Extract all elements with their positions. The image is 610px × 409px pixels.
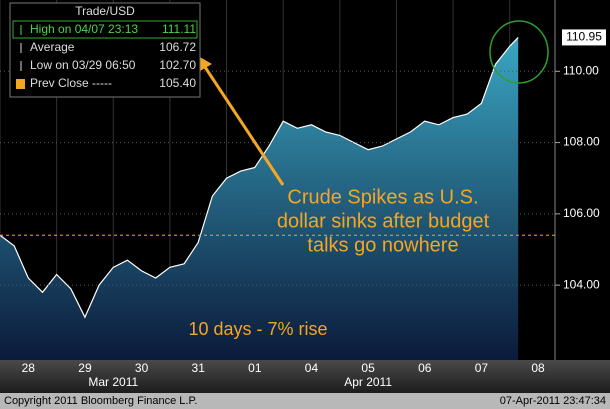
arrow-head <box>198 56 212 71</box>
month-label: Mar 2011 <box>88 375 138 389</box>
footer-left: Copyright 2011 Bloomberg Finance L.P. <box>4 395 197 407</box>
area <box>0 37 519 361</box>
annotation: dollar sinks after budget <box>277 210 490 232</box>
arrow <box>201 63 285 186</box>
legend-value: 105.40 <box>159 76 196 90</box>
annotation: Crude Spikes as U.S. <box>287 186 478 208</box>
legend-label: High on 04/07 23:13 <box>30 22 138 36</box>
x-tick-label: 08 <box>531 361 545 375</box>
y-tick-label: 108.00 <box>563 135 600 149</box>
legend-box <box>9 2 201 98</box>
legend-title: Trade/USD <box>75 4 135 18</box>
x-tick-label: 05 <box>361 361 375 375</box>
y-tick-label: 106.00 <box>563 206 600 220</box>
month-label: Apr 2011 <box>344 375 392 389</box>
legend-label: Average <box>30 40 75 54</box>
last-value-box <box>562 29 606 46</box>
x-tick-label: 30 <box>135 361 149 375</box>
footer-right: 07-Apr-2011 23:47:34 <box>500 395 606 407</box>
legend-label: Low on 03/29 06:50 <box>30 58 136 72</box>
footer-bar <box>0 393 610 409</box>
x-tick-label: 29 <box>78 361 92 375</box>
x-tick-label: 07 <box>475 361 489 375</box>
x-axis-panel <box>0 360 610 393</box>
x-tick-label: 06 <box>418 361 432 375</box>
legend-swatch <box>16 79 25 89</box>
x-tick-label: 31 <box>192 361 206 375</box>
legend-label: Prev Close ----- <box>30 76 112 90</box>
last-value-label: 110.95 <box>566 30 602 44</box>
annotation: 10 days - 7% rise <box>188 319 327 339</box>
highlight-circle <box>489 20 549 84</box>
x-tick-label: 28 <box>22 361 36 375</box>
legend-value: 111.11 <box>162 22 196 36</box>
legend-value: 102.70 <box>159 58 196 72</box>
annotation: talks go nowhere <box>307 234 458 256</box>
y-tick-label: 104.00 <box>563 277 600 291</box>
x-tick-label: 01 <box>248 361 262 375</box>
x-tick-label: 04 <box>305 361 319 375</box>
legend-highlight <box>12 20 198 39</box>
line <box>0 36 519 319</box>
legend-value: 106.72 <box>159 40 196 54</box>
y-tick-label: 110.00 <box>563 63 599 77</box>
